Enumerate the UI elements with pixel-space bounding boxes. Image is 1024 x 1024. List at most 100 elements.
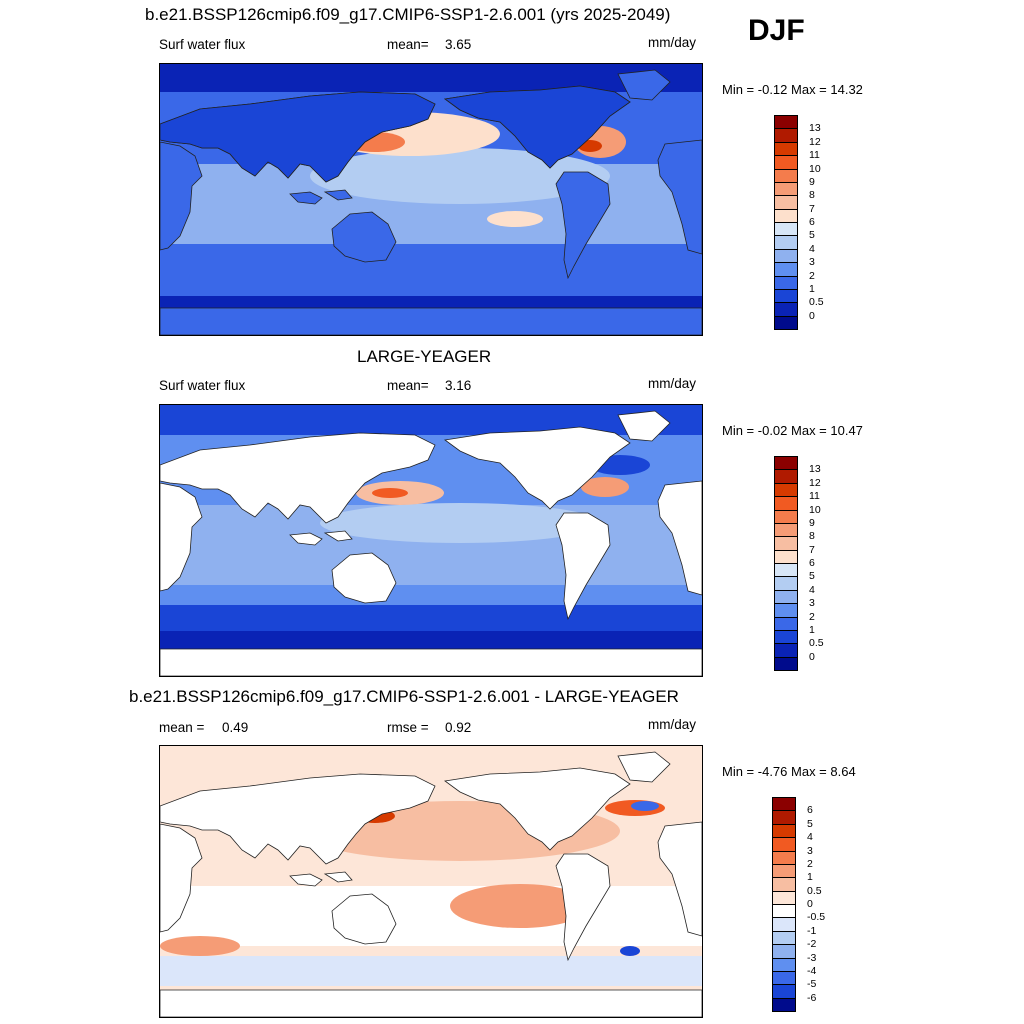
- colorbar-swatch: [774, 168, 798, 183]
- colorbar-swatch: [774, 128, 798, 143]
- colorbar-swatch: [774, 456, 798, 471]
- colorbar-tick-label: 10: [809, 503, 821, 516]
- colorbar-tick-label: 2: [809, 269, 815, 282]
- panel-3-mean-label: mean =: [159, 720, 205, 735]
- panel-3-map: [159, 745, 703, 1018]
- colorbar-tick-label: 5: [809, 570, 815, 583]
- colorbar-swatch: [774, 302, 798, 317]
- panel-3-rmse-label: rmse =: [387, 720, 429, 735]
- colorbar-tick-label: 0: [809, 309, 815, 322]
- colorbar-swatch: [774, 482, 798, 498]
- colorbar-swatch: [774, 195, 798, 210]
- colorbar-tick-label: 8: [809, 189, 815, 202]
- colorbar-swatch: [774, 262, 798, 277]
- colorbar-swatch: [774, 115, 798, 130]
- panel-3-minmax: Min = -4.76 Max = 8.64: [722, 764, 856, 779]
- colorbar-tick-label: 3: [809, 256, 815, 269]
- colorbar-swatch: [774, 181, 798, 197]
- colorbar-tick-label: 5: [807, 817, 813, 830]
- colorbar-swatch: [772, 850, 796, 865]
- colorbar-tick-label: 9: [809, 516, 815, 529]
- colorbar-swatch: [772, 997, 796, 1012]
- colorbar-swatch: [774, 235, 798, 250]
- panel-2-units: mm/day: [648, 376, 697, 391]
- colorbar-swatch: [772, 810, 796, 825]
- colorbar-swatch: [774, 549, 798, 564]
- panel-2-title: LARGE-YEAGER: [357, 347, 492, 366]
- colorbar-tick-label: -4: [807, 964, 817, 977]
- colorbar-tick-label: 1: [809, 282, 815, 295]
- colorbar-swatch: [774, 643, 798, 658]
- panel-1-mean-value: 3.65: [445, 37, 472, 52]
- colorbar-swatch: [774, 509, 798, 524]
- colorbar-swatch: [772, 957, 796, 972]
- colorbar-swatch: [772, 797, 796, 812]
- colorbar-tick-label: 11: [809, 490, 820, 503]
- colorbar-tick-label: 0: [809, 650, 815, 663]
- colorbar-swatch: [774, 469, 798, 484]
- panel-3-title: b.e21.BSSP126cmip6.f09_g17.CMIP6-SSP1-2.…: [129, 687, 679, 706]
- colorbar-tick-label: -6: [807, 991, 817, 1004]
- colorbar-tick-label: 4: [807, 831, 813, 844]
- colorbar-swatch: [774, 576, 798, 591]
- colorbar-swatch: [772, 890, 796, 905]
- colorbar-swatch: [772, 877, 796, 892]
- colorbar-tick-label: 6: [809, 557, 815, 569]
- panel-1-colorbar: 13 12 11 10 9 8 7 6 5 4 3 2 1 0.5 0: [774, 115, 824, 330]
- panel-1-variable-label: Surf water flux: [159, 37, 246, 52]
- panel-1-units: mm/day: [648, 35, 697, 50]
- panel-1-title: b.e21.BSSP126cmip6.f09_g17.CMIP6-SSP1-2.…: [145, 5, 671, 24]
- colorbar-tick-label: 5: [809, 229, 815, 242]
- colorbar-tick-label: 3: [807, 844, 813, 857]
- colorbar-swatch: [774, 288, 798, 304]
- colorbar-tick-label: 4: [809, 583, 815, 596]
- colorbar-tick-label: 1: [809, 623, 815, 636]
- colorbar-swatch: [774, 208, 798, 223]
- colorbar-tick-label: -0.5: [807, 911, 826, 924]
- colorbar-tick-label: 10: [809, 162, 821, 175]
- colorbar-tick-label: 7: [809, 543, 815, 556]
- colorbar-tick-label: -1: [807, 924, 817, 937]
- colorbar-swatch: [774, 141, 798, 157]
- panel-1-minmax: Min = -0.12 Max = 14.32: [722, 82, 863, 97]
- colorbar-tick-label: 0.5: [809, 637, 824, 650]
- colorbar-swatch: [774, 603, 798, 618]
- panel-2-mean-label: mean=: [387, 378, 429, 393]
- colorbar-swatch: [774, 522, 798, 538]
- colorbar-swatch: [772, 917, 796, 932]
- colorbar-tick-label: 0.5: [807, 884, 822, 897]
- panel-3-colorbar: 6 5 4 3 2 1 0.5 0 -0.5 -1 -2 -3 -4 -5 -6: [772, 797, 825, 1012]
- panel-2-mean-value: 3.16: [445, 378, 472, 393]
- colorbar-tick-label: -5: [807, 978, 817, 991]
- colorbar-tick-label: 6: [809, 216, 815, 228]
- colorbar-swatch: [774, 496, 798, 511]
- colorbar-tick-label: 0: [807, 898, 813, 910]
- colorbar-tick-label: 0.5: [809, 296, 824, 309]
- colorbar-swatch: [772, 930, 796, 946]
- colorbar-swatch: [774, 222, 798, 237]
- colorbar-swatch: [772, 904, 796, 919]
- colorbar-tick-label: 2: [809, 610, 815, 623]
- panel-1-map: [159, 63, 703, 336]
- colorbar-tick-label: 1: [807, 871, 813, 884]
- colorbar-swatch: [772, 944, 796, 959]
- colorbar-swatch: [774, 155, 798, 170]
- colorbar-tick-label: 4: [809, 242, 815, 255]
- colorbar-tick-label: -3: [807, 951, 817, 964]
- colorbar-tick-label: 12: [809, 476, 821, 489]
- season-label: DJF: [748, 14, 805, 47]
- panel-2-variable-label: Surf water flux: [159, 378, 246, 393]
- colorbar-tick-label: 8: [809, 530, 815, 543]
- colorbar-swatch: [774, 629, 798, 645]
- colorbar-tick-label: 6: [807, 804, 813, 817]
- panel-3-mean-value: 0.49: [222, 720, 249, 735]
- colorbar-swatch: [772, 863, 796, 879]
- colorbar-tick-label: 13: [809, 122, 821, 135]
- colorbar-tick-label: 9: [809, 175, 815, 188]
- colorbar-swatch: [774, 536, 798, 551]
- colorbar-tick-label: 12: [809, 135, 821, 148]
- colorbar-swatch: [774, 248, 798, 264]
- panel-2-map: [159, 404, 703, 677]
- colorbar-swatch: [772, 970, 796, 986]
- colorbar-swatch: [772, 823, 796, 839]
